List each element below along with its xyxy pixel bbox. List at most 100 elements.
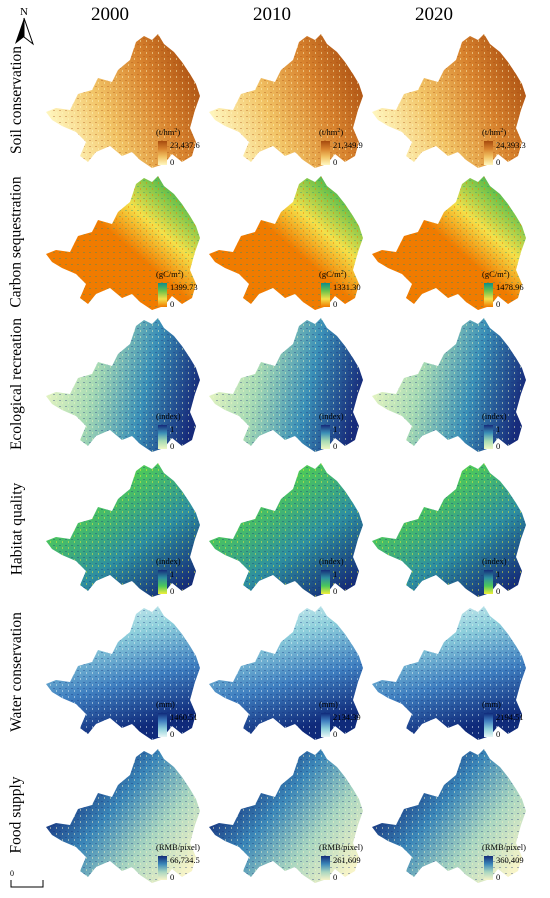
map-panel: (index) 1 0	[40, 314, 204, 454]
row-label-text: Habitat quality	[8, 482, 26, 576]
legend-unit: (index)	[482, 412, 507, 421]
legend-min-value: 0	[333, 586, 338, 596]
legend-unit: (index)	[156, 557, 181, 566]
legend-min-value: 0	[333, 157, 338, 167]
legend-min-value: 0	[170, 729, 175, 739]
region-map	[46, 34, 200, 168]
region-texture	[209, 176, 363, 310]
row-label: Habitat quality	[0, 459, 34, 599]
map-panel: (mm) 2134.39 0	[203, 602, 367, 742]
legend-min-value: 0	[170, 157, 175, 167]
legend-unit-sup: 2	[174, 128, 178, 134]
legend-max-value: 1	[496, 424, 501, 434]
legend-max-value: 1	[170, 424, 175, 434]
legend-unit-main: (index)	[482, 411, 507, 421]
legend-color-ramp	[484, 856, 493, 880]
legend-color-ramp	[321, 283, 330, 307]
region-map	[46, 606, 200, 740]
region-map	[209, 318, 363, 452]
legend-max-value: 23,437.6	[170, 140, 200, 150]
region-map	[46, 749, 200, 883]
legend-unit: (t/hm2)	[156, 128, 180, 137]
legend-unit-main: (RMB/pixel)	[319, 842, 363, 852]
region-map	[372, 318, 526, 452]
region-map	[372, 176, 526, 310]
legend-unit: (mm)	[482, 700, 501, 709]
legend-max-value: 1460.51	[170, 712, 198, 722]
row-label: Soil conservation	[0, 30, 34, 170]
row-label: Food supply	[0, 745, 34, 885]
legend-unit: (gC/m2)	[482, 270, 510, 279]
north-label: N	[20, 6, 28, 18]
year-header-2010: 2010	[253, 4, 291, 25]
legend-max-value: 1	[170, 569, 175, 579]
year-header-2000: 2000	[91, 4, 129, 25]
map-panel: (RMB/pixel) 66,734.5 0	[40, 745, 204, 885]
legend-unit: (mm)	[156, 700, 175, 709]
region-texture	[46, 606, 200, 740]
legend-unit: (RMB/pixel)	[482, 843, 526, 852]
legend-unit-tail: )	[180, 269, 184, 279]
map-panel: (index) 1 0	[203, 314, 367, 454]
legend-unit-main: (index)	[156, 411, 181, 421]
legend-min-value: 0	[333, 299, 338, 309]
region-texture	[372, 463, 526, 597]
legend-unit-sup: 2	[177, 270, 181, 276]
legend-unit-tail: )	[506, 269, 510, 279]
map-panel: (t/hm2) 24,393.3 0	[366, 30, 530, 170]
legend-unit: (gC/m2)	[319, 270, 347, 279]
legend-unit-main: (gC/m	[319, 269, 341, 279]
legend-min-value: 0	[333, 729, 338, 739]
row-label-text: Water conservation	[8, 612, 25, 732]
north-arrow-icon: N	[15, 6, 35, 46]
legend-unit-main: (index)	[319, 556, 344, 566]
row-label-text: Food supply	[8, 776, 25, 854]
legend-unit-main: (t/hm	[319, 127, 338, 137]
scale-zero-label: 0	[10, 869, 14, 878]
legend-unit-main: (RMB/pixel)	[482, 842, 526, 852]
legend-color-ramp	[158, 570, 167, 594]
map-panel: (index) 1 0	[366, 314, 530, 454]
legend-unit-main: (gC/m	[482, 269, 504, 279]
legend-unit-main: (mm)	[319, 699, 338, 709]
map-panel: (t/hm2) 21,349.9 0	[203, 30, 367, 170]
legend-unit: (RMB/pixel)	[319, 843, 363, 852]
region-texture	[46, 34, 200, 168]
region-texture	[209, 318, 363, 452]
legend-unit-sup: 2	[500, 128, 504, 134]
legend-color-ramp	[321, 856, 330, 880]
legend-max-value: 1	[333, 424, 338, 434]
legend-unit-main: (index)	[156, 556, 181, 566]
legend-unit-tail: )	[343, 269, 347, 279]
legend-unit: (t/hm2)	[482, 128, 506, 137]
legend-min-value: 0	[333, 872, 338, 882]
region-texture	[209, 463, 363, 597]
legend-color-ramp	[484, 570, 493, 594]
legend-unit-main: (index)	[482, 556, 507, 566]
region-map	[209, 463, 363, 597]
legend-unit: (t/hm2)	[319, 128, 343, 137]
map-panel: (mm) 2194.51 0	[366, 602, 530, 742]
map-panel: (t/hm2) 23,437.6 0	[40, 30, 204, 170]
scale-bar: 0	[10, 869, 44, 888]
legend-max-value: 1399.73	[170, 282, 198, 292]
region-texture	[46, 463, 200, 597]
legend-unit-sup: 2	[337, 128, 341, 134]
region-texture	[209, 749, 363, 883]
region-texture	[46, 176, 200, 310]
legend-max-value: 261,609	[333, 855, 361, 865]
legend-unit-sup: 2	[340, 270, 344, 276]
region-texture	[372, 318, 526, 452]
region-map	[46, 463, 200, 597]
legend-max-value: 1478.96	[496, 282, 524, 292]
legend-unit-main: (gC/m	[156, 269, 178, 279]
row-label: Ecological recreation	[0, 314, 34, 454]
legend-max-value: 1	[496, 569, 501, 579]
legend-color-ramp	[321, 570, 330, 594]
legend-min-value: 0	[496, 299, 501, 309]
legend-max-value: 2134.39	[333, 712, 361, 722]
legend-color-ramp	[158, 283, 167, 307]
legend-unit-main: (RMB/pixel)	[156, 842, 200, 852]
region-texture	[372, 176, 526, 310]
region-map	[372, 463, 526, 597]
